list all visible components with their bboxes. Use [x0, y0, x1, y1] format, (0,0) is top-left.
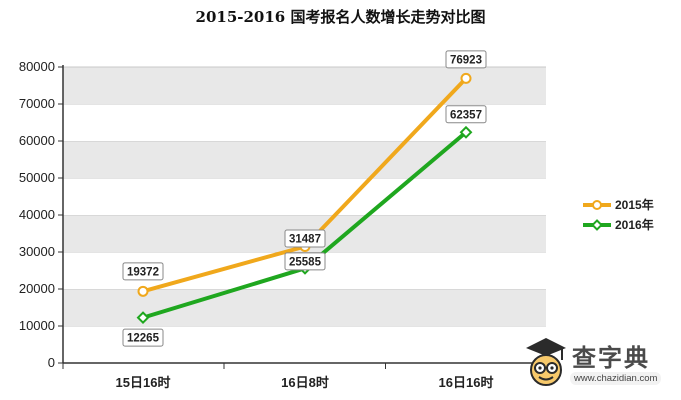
- data-label-box: [122, 262, 164, 281]
- legend-label: 2016年: [615, 217, 654, 232]
- data-labels: 19372 31487 76923 12265 25585 62357: [122, 50, 487, 347]
- data-label-box: [284, 229, 326, 248]
- grid-band: [63, 178, 546, 215]
- legend-label: 2015年: [615, 197, 654, 212]
- grid-band: [63, 289, 546, 326]
- data-label: 76923: [450, 54, 482, 66]
- data-label: 25585: [289, 256, 322, 268]
- y-tick-label: 60000: [19, 133, 55, 148]
- logo-name: 查字典: [572, 344, 650, 372]
- x-axis-ticks: 15日16时 16日8时 16日16时: [62, 363, 547, 390]
- data-point: [136, 311, 150, 325]
- y-tick-label: 80000: [19, 59, 55, 74]
- data-label-box: [122, 328, 164, 347]
- site-logo: 查字典 www.chazidian.com: [522, 336, 678, 396]
- data-point: [460, 72, 472, 84]
- axes: [62, 65, 546, 364]
- y-tick-label: 0: [48, 355, 55, 370]
- x-tick-label: 16日16时: [439, 375, 494, 390]
- mascot-icon: [526, 338, 566, 386]
- y-tick-label: 40000: [19, 207, 55, 222]
- data-label-box: [445, 105, 487, 124]
- chart-title: 2015-2016 国考报名人数增长走势对比图: [195, 8, 486, 26]
- logo-url: www.chazidian.com: [570, 372, 662, 385]
- legend: 2015年 2016年: [583, 197, 654, 232]
- data-label: 19372: [127, 266, 159, 278]
- grid-band: [63, 141, 546, 178]
- legend-marker: [592, 200, 602, 210]
- grid-band: [63, 67, 546, 104]
- x-tick-label: 15日16时: [116, 375, 171, 390]
- data-point: [137, 285, 149, 297]
- data-label-box: [445, 50, 487, 69]
- y-tick-label: 20000: [19, 281, 55, 296]
- data-label: 31487: [289, 233, 321, 245]
- data-label: 12265: [127, 333, 160, 345]
- y-tick-label: 30000: [19, 244, 55, 259]
- y-tick-label: 10000: [19, 318, 55, 333]
- legend-marker: [591, 219, 603, 231]
- data-label: 62357: [450, 109, 482, 121]
- y-axis-ticks: 0 10000 20000 30000 40000 50000 60000 70000 8000…: [19, 59, 63, 370]
- data-label-box: [284, 252, 326, 271]
- y-tick-label: 70000: [19, 96, 55, 111]
- y-tick-label: 50000: [19, 170, 55, 185]
- data-point: [459, 125, 473, 139]
- x-tick-label: 16日8时: [281, 375, 329, 390]
